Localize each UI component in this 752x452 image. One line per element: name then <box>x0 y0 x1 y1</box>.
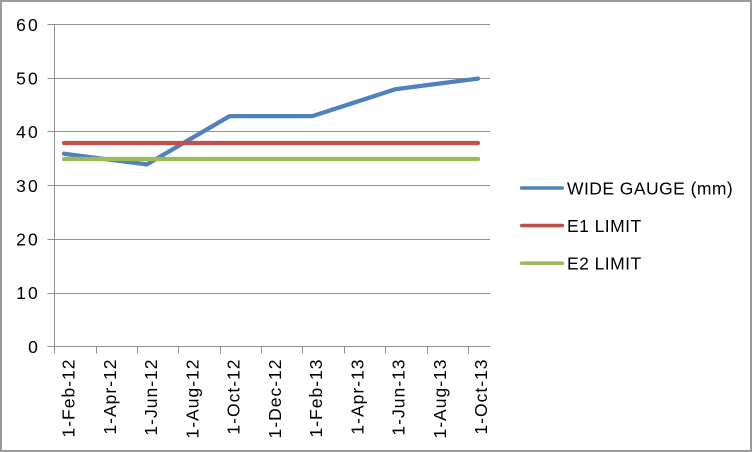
svg-text:50: 50 <box>16 69 40 89</box>
svg-text:1-Jun-13: 1-Jun-13 <box>389 359 409 436</box>
svg-text:E2 LIMIT: E2 LIMIT <box>567 254 642 274</box>
svg-text:60: 60 <box>16 15 40 35</box>
svg-text:1-Aug-12: 1-Aug-12 <box>182 359 202 439</box>
svg-text:1-Jun-12: 1-Jun-12 <box>141 359 161 436</box>
svg-text:1-Dec-12: 1-Dec-12 <box>265 359 285 439</box>
svg-text:30: 30 <box>16 176 40 196</box>
svg-text:40: 40 <box>16 122 40 142</box>
svg-text:WIDE GAUGE (mm): WIDE GAUGE (mm) <box>567 178 733 198</box>
svg-text:10: 10 <box>16 283 40 303</box>
svg-text:20: 20 <box>16 230 40 250</box>
svg-text:1-Oct-12: 1-Oct-12 <box>224 359 244 435</box>
svg-text:E1 LIMIT: E1 LIMIT <box>567 216 642 236</box>
svg-text:1-Feb-13: 1-Feb-13 <box>306 359 326 438</box>
svg-text:1-Oct-13: 1-Oct-13 <box>471 359 491 435</box>
svg-text:1-Apr-12: 1-Apr-12 <box>100 359 120 435</box>
svg-text:1-Feb-12: 1-Feb-12 <box>59 359 79 438</box>
svg-text:1-Aug-13: 1-Aug-13 <box>430 359 450 439</box>
svg-text:0: 0 <box>28 337 40 357</box>
svg-text:1-Apr-13: 1-Apr-13 <box>347 359 367 435</box>
